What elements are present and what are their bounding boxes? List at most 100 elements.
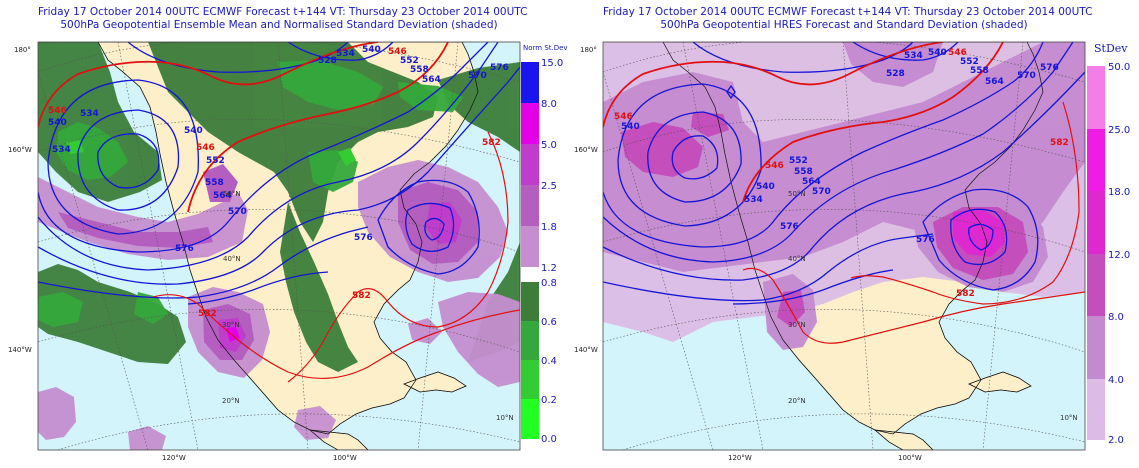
left-contour-label: 582 [482,138,501,148]
left-contour-label: 576 [490,63,509,73]
left-contour-label: 564 [213,191,232,201]
left-colorbar-swatch [521,282,539,321]
left-contour-label: 558 [410,65,429,75]
right-contour-label: 570 [812,187,831,197]
left-colorbar-label: 1.8 [541,222,557,233]
left-title-line2: 500hPa Geopotential Ensemble Mean and No… [60,19,498,31]
lon-label: 100°W [333,454,357,462]
right-contour-label: 576 [916,235,935,245]
right-colorbar-label: 50.0 [1108,62,1130,73]
right-colorbar-swatch [1087,129,1105,191]
lat-label: 40°N [223,255,241,263]
lat-label: 30°N [788,321,806,329]
left-contour-label: 528 [318,56,337,66]
left-colorbar-label: 0.8 [541,278,557,289]
right-title-line2: 500hPa Geopotential HRES Forecast and St… [660,19,1028,31]
lon-label: 120°W [728,454,752,462]
right-colorbar-swatch [1087,379,1105,440]
right-contour-label: 564 [802,177,821,187]
left-map-panel: 534 540 546 534 540 546 552 558 564 570 … [38,42,520,450]
left-colorbar-swatch [521,62,539,103]
left-contour-label: 576 [175,244,194,254]
right-contour-label: 582 [956,289,975,299]
right-colorbar-label: 25.0 [1108,125,1130,136]
lon-label: 160°W [8,146,32,154]
left-contour-label: 540 [184,126,203,136]
left-contour-label: 564 [422,75,441,85]
lat-label: 40°N [788,255,806,263]
left-contour-label: 546 [48,106,67,116]
right-colorbar-title: StDev [1094,42,1128,55]
right-colorbar-label: 12.0 [1108,250,1130,261]
left-colorbar-label: 0.6 [541,317,557,328]
right-contour-label: 576 [1040,63,1059,73]
right-contour-label: 576 [780,222,799,232]
left-colorbar-label: 1.2 [541,263,557,274]
left-contour-label: 540 [48,118,67,128]
lon-label: 160°W [574,146,598,154]
lon-label: 100°W [898,454,922,462]
left-contour-label: 546 [196,143,215,153]
left-colorbar-label: 2.5 [541,181,557,192]
left-contour-label: 576 [354,233,373,243]
lat-label: 10°N [1060,414,1078,422]
right-contour-label: 546 [765,161,784,171]
left-colorbar-swatch [521,399,539,439]
right-contour-label: 540 [756,182,775,192]
left-colorbar-swatch [521,185,539,226]
left-colorbar-label: 5.0 [541,140,557,151]
right-colorbar-swatch [1087,191,1105,254]
left-contour-label: 582 [198,309,217,319]
right-colorbar-label: 2.0 [1108,435,1124,446]
right-contour-label: 558 [970,66,989,76]
left-contour-label: 552 [400,56,419,66]
right-colorbar-swatch [1087,316,1105,379]
left-colorbar-swatch [521,103,539,144]
right-contour-label: 564 [985,77,1004,87]
left-colorbar-label: 0.2 [541,395,557,406]
left-colorbar-swatch [521,321,539,360]
left-colorbar-swatch [521,360,539,399]
right-colorbar-swatch [1087,254,1105,316]
left-colorbar-label: 8.0 [541,99,557,110]
left-contour-label: 540 [362,45,381,55]
lat-label: 50°N [788,190,806,198]
lon-label: 140°W [8,346,32,354]
left-contour-label: 558 [205,178,224,188]
right-colorbar-label: 8.0 [1108,312,1124,323]
right-contour-label: 528 [886,69,905,79]
left-contour-label: 552 [206,156,225,166]
right-contour-label: 534 [744,195,763,205]
lon-label: 120°W [162,454,186,462]
left-title-line1: Friday 17 October 2014 00UTC ECMWF Forec… [38,6,528,18]
lat-label: 20°N [222,397,240,405]
right-contour-label: 540 [928,48,947,58]
lon-label: 180° [14,46,31,54]
right-map-panel: 546 540 534 540 546 552 558 564 570 576 … [603,42,1085,450]
left-contour-label: 534 [80,109,99,119]
right-contour-label: 540 [621,122,640,132]
left-colorbar-swatch [521,226,539,267]
right-contour-label: 552 [960,57,979,67]
lat-label: 30°N [222,321,240,329]
right-colorbar-label: 18.0 [1108,187,1130,198]
left-colorbar-label: 0.0 [541,434,557,445]
right-contour-label: 546 [948,48,967,58]
right-contour-label: 582 [1050,138,1069,148]
left-colorbar-label: 15.0 [541,58,563,69]
right-colorbar-label: 4.0 [1108,375,1124,386]
left-colorbar-title: Norm St.Dev [523,44,568,52]
right-contour-label: 546 [614,112,633,122]
left-contour-label: 546 [388,47,407,57]
left-contour-label: 582 [352,291,371,301]
lat-label: 20°N [788,397,806,405]
right-colorbar-swatch [1087,66,1105,129]
right-title-line1: Friday 17 October 2014 00UTC ECMWF Forec… [603,6,1093,18]
right-contour-label: 570 [1017,71,1036,81]
left-colorbar-label: 0.4 [541,356,557,367]
left-colorbar: Norm St.Dev 15.0 8.0 5.0 2.5 1.8 1.2 0.8… [521,44,568,445]
right-contour-label: 558 [794,167,813,177]
lon-label: 140°W [574,346,598,354]
lon-label: 180° [580,46,597,54]
right-colorbar: StDev 50.0 25.0 18.0 12.0 8.0 4.0 2.0 [1087,42,1130,446]
